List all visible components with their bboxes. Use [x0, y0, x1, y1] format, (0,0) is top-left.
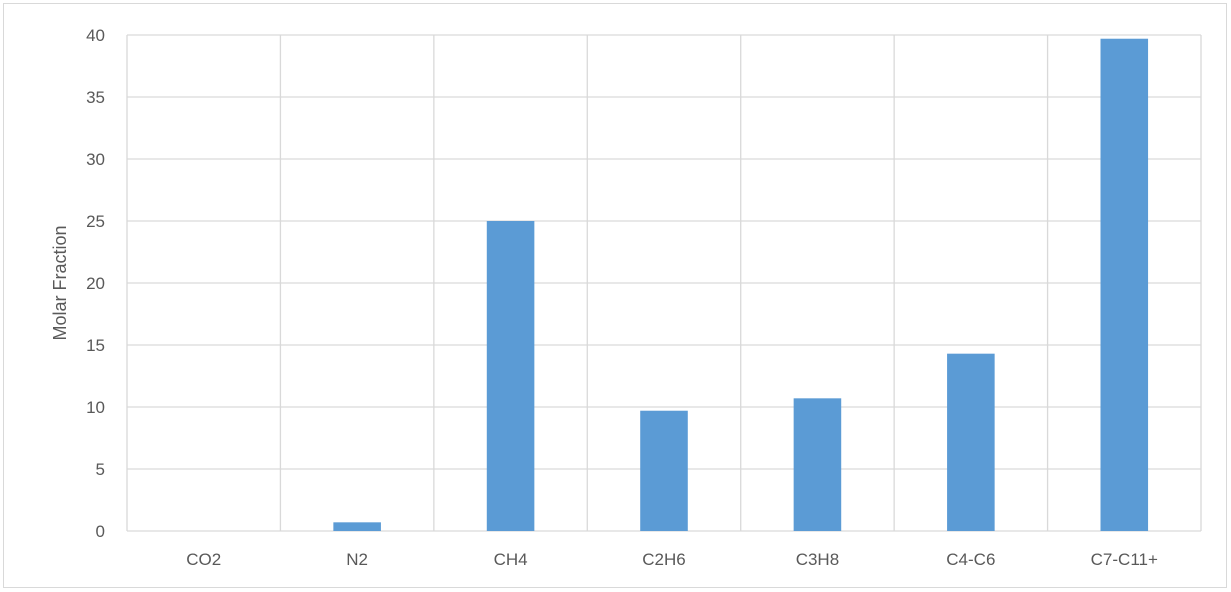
- x-axis-ticks: CO2 N2 CH4 C2H6 C3H8 C4-C6 C7-C11+: [186, 550, 1158, 569]
- y-tick-label: 40: [86, 26, 105, 45]
- x-tick-label: CO2: [186, 550, 221, 569]
- x-tick-label: C7-C11+: [1091, 550, 1158, 569]
- y-tick-label: 15: [86, 336, 105, 355]
- y-axis-ticks: 0 5 10 15 20 25 30 35 40: [86, 26, 105, 541]
- x-tick-label: C4-C6: [946, 550, 995, 569]
- chart-frame: [3, 3, 1227, 588]
- bars: [333, 38, 1149, 531]
- y-tick-label: 20: [86, 274, 105, 293]
- x-tick-label: N2: [346, 550, 368, 569]
- y-tick-label: 10: [86, 398, 105, 417]
- bar-c7-c11+: [1100, 38, 1149, 531]
- gridlines: [126, 34, 1202, 532]
- bar-c3h8: [793, 398, 842, 531]
- x-tick-label: CH4: [494, 550, 528, 569]
- bar-n2: [333, 522, 381, 531]
- y-tick-label: 35: [86, 88, 105, 107]
- x-tick-label: C3H8: [796, 550, 839, 569]
- y-tick-label: 25: [86, 212, 105, 231]
- bar-c2h6: [640, 410, 688, 531]
- y-tick-label: 30: [86, 150, 105, 169]
- y-tick-label: 5: [96, 460, 105, 479]
- y-axis-title: Molar Fraction: [50, 225, 70, 340]
- bar-ch4: [486, 221, 535, 531]
- bar-c4-c6: [947, 353, 995, 531]
- y-tick-label: 0: [96, 522, 105, 541]
- x-tick-label: C2H6: [642, 550, 685, 569]
